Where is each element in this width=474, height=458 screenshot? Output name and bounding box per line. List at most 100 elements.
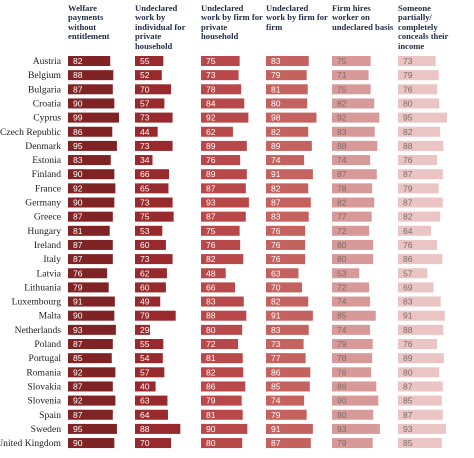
- bar: [68, 140, 117, 151]
- bar: [135, 296, 161, 307]
- bar: [201, 197, 249, 208]
- bar: [398, 438, 442, 449]
- bar: [135, 112, 173, 123]
- bar: [266, 239, 306, 250]
- bar: [398, 183, 439, 194]
- bar: [332, 211, 372, 222]
- bar: [266, 310, 313, 321]
- data-label: 75: [206, 226, 216, 236]
- country-label: Slovakia: [27, 381, 61, 392]
- data-label: 82: [206, 254, 216, 264]
- data-label: 74: [337, 297, 347, 307]
- data-label: 88: [337, 141, 347, 151]
- data-label: 80: [206, 438, 216, 448]
- data-label: 89: [206, 169, 216, 179]
- data-label: 95: [403, 113, 413, 123]
- bar: [332, 112, 380, 123]
- country-label: Lithuania: [24, 282, 62, 293]
- data-label: 75: [337, 56, 347, 66]
- data-label: 90: [73, 311, 83, 321]
- bar: [398, 324, 444, 335]
- data-label: 73: [140, 113, 150, 123]
- data-label: 49: [140, 297, 150, 307]
- bar: [68, 155, 111, 166]
- data-label: 78: [337, 353, 347, 363]
- bar: [201, 155, 241, 166]
- bar: [266, 395, 305, 406]
- data-label: 88: [403, 325, 413, 335]
- bar: [68, 197, 115, 208]
- data-label: 79: [403, 70, 413, 80]
- data-label: 82: [337, 98, 347, 108]
- data-label: 87: [403, 198, 413, 208]
- bar: [332, 70, 369, 81]
- data-label: 82: [403, 127, 413, 137]
- country-label: Romania: [26, 367, 61, 378]
- bar: [201, 409, 243, 420]
- bar: [266, 423, 313, 434]
- data-label: 79: [271, 410, 281, 420]
- bar: [68, 225, 110, 236]
- data-label: 76: [271, 240, 281, 250]
- bar: [68, 367, 116, 378]
- country-label: Czech Republic: [0, 127, 61, 138]
- data-label: 60: [140, 282, 150, 292]
- bar: [201, 310, 247, 321]
- bar: [201, 98, 245, 109]
- bar: [266, 56, 309, 66]
- data-label: 72: [337, 226, 347, 236]
- bar: [135, 211, 174, 222]
- data-label: 72: [206, 339, 216, 349]
- bar: [332, 395, 379, 406]
- data-label: 87: [271, 438, 281, 448]
- data-label: 92: [337, 113, 347, 123]
- data-label: 89: [403, 353, 413, 363]
- bar: [135, 225, 163, 236]
- bar: [332, 155, 371, 166]
- data-label: 93: [73, 325, 83, 335]
- bar: [398, 211, 441, 222]
- bar: [135, 254, 173, 265]
- bar: [398, 155, 438, 166]
- bar: [135, 381, 156, 392]
- data-label: 79: [337, 339, 347, 349]
- data-label: 76: [403, 155, 413, 165]
- bar: [266, 282, 303, 293]
- data-label: 77: [337, 212, 347, 222]
- bar: [135, 56, 164, 66]
- data-label: 93: [206, 198, 216, 208]
- bar: [201, 353, 243, 364]
- data-label: 85: [403, 396, 413, 406]
- bar: [332, 438, 373, 449]
- country-label: Denmark: [25, 141, 61, 152]
- bar: [266, 169, 313, 180]
- data-label: 87: [403, 381, 413, 391]
- bar: [398, 381, 443, 392]
- data-label: 53: [140, 226, 150, 236]
- country-label: Bulgaria: [28, 84, 62, 95]
- data-label: 81: [73, 226, 83, 236]
- bar: [266, 140, 312, 151]
- data-label: 83: [403, 297, 413, 307]
- bar: [201, 423, 248, 434]
- bar: [398, 84, 438, 95]
- data-label: 62: [140, 268, 150, 278]
- data-label: 78: [337, 183, 347, 193]
- data-label: 82: [337, 198, 347, 208]
- data-label: 83: [271, 325, 281, 335]
- data-label: 57: [140, 98, 150, 108]
- data-label: 83: [337, 127, 347, 137]
- data-label: 54: [140, 353, 150, 363]
- data-label: 87: [337, 169, 347, 179]
- bar: [68, 438, 115, 449]
- bar: [201, 126, 233, 137]
- data-label: 29: [140, 325, 150, 335]
- bar: [201, 56, 240, 66]
- bar: [68, 70, 114, 81]
- data-label: 76: [403, 84, 413, 94]
- data-label: 64: [140, 410, 150, 420]
- data-label: 92: [73, 367, 83, 377]
- data-label: 87: [403, 169, 413, 179]
- country-label: Ireland: [34, 240, 61, 251]
